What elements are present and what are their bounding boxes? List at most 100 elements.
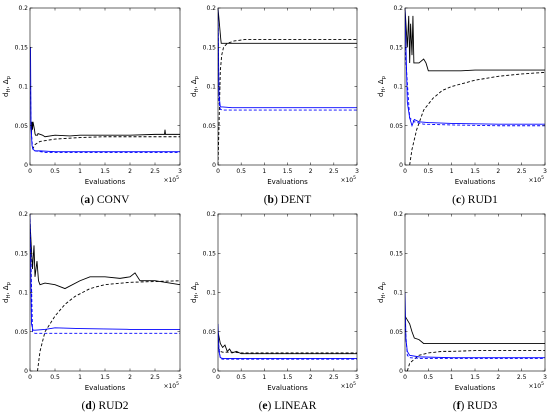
series-blue-solid xyxy=(30,214,180,331)
y-tick-label: 0.2 xyxy=(18,5,28,12)
x-tick-label: 2 xyxy=(496,168,500,175)
x-axis-label: Evaluations xyxy=(455,384,496,392)
series-black-dashed xyxy=(32,136,180,150)
y-tick-label: 0.15 xyxy=(203,44,217,51)
y-tick-label: 0.05 xyxy=(15,123,29,130)
series-black-solid xyxy=(405,315,545,344)
x-tick-label: 0.5 xyxy=(50,374,60,381)
plot-frame xyxy=(29,213,181,372)
series-black-dashed xyxy=(37,280,180,371)
x-tick-label: 1.5 xyxy=(100,168,110,175)
x-tick-label: 2.5 xyxy=(517,374,527,381)
x-tick-label: 1 xyxy=(262,374,266,381)
y-tick-label: 0.1 xyxy=(206,84,216,91)
x-tick-label: 2 xyxy=(128,374,132,381)
y-tick-label: 0 xyxy=(212,162,216,169)
y-tick-label: 0.05 xyxy=(390,123,404,130)
x-tick-label: 0.5 xyxy=(236,374,246,381)
y-tick-label: 0.2 xyxy=(206,5,216,12)
x-tick-label: 0 xyxy=(216,168,220,175)
panel-caption: (e) LINEAR xyxy=(259,400,317,412)
x-axis-label: Evaluations xyxy=(267,178,308,186)
y-axis-label: dH​, Δp​ xyxy=(377,281,387,303)
panel-rud3: 0 0.5 1 1.5 2 2.5 3 0 0.05 0.1 0.15 0.2 ×105​ Evaluat… xyxy=(377,211,547,412)
x-tick-label: 1.5 xyxy=(283,168,293,175)
x-tick-label: 2.5 xyxy=(329,374,339,381)
x-tick-label: 0.5 xyxy=(424,374,434,381)
y-axis-label: dH​, Δp​ xyxy=(190,75,200,97)
panel-caption: (b) DENT xyxy=(264,194,312,206)
y-tick-label: 0 xyxy=(399,368,403,375)
series-black-dashed xyxy=(409,71,545,165)
y-tick-label: 0.1 xyxy=(18,290,28,297)
y-tick-label: 0 xyxy=(24,368,28,375)
x-tick-label: 0 xyxy=(216,374,220,381)
series-blue-solid xyxy=(218,8,357,109)
x-tick-label: 0.5 xyxy=(50,168,60,175)
x-exponent: ×105​ xyxy=(528,381,544,390)
series-blue-solid xyxy=(218,323,357,359)
x-exponent: ×105​ xyxy=(340,175,356,184)
x-tick-label: 2 xyxy=(309,374,313,381)
x-tick-label: 1 xyxy=(78,168,82,175)
y-tick-label: 0.2 xyxy=(18,211,28,218)
x-tick-label: 1 xyxy=(450,168,454,175)
x-tick-label: 0.5 xyxy=(236,168,246,175)
plot-frame xyxy=(404,7,546,166)
x-tick-label: 2 xyxy=(309,168,313,175)
panel-caption: (d) RUD2 xyxy=(82,400,129,412)
x-tick-label: 1.5 xyxy=(283,374,293,381)
x-axis-label: Evaluations xyxy=(85,384,126,392)
x-axis-label: Evaluations xyxy=(267,384,308,392)
y-tick-label: 0.2 xyxy=(393,211,403,218)
panel-rud1: 0 0.5 1 1.5 2 2.5 3 0 0.05 0.1 0.15 0.2 ×105​ Evaluat… xyxy=(377,5,547,206)
x-axis-label: Evaluations xyxy=(455,178,496,186)
plot-frame xyxy=(217,7,358,166)
y-tick-label: 0.2 xyxy=(206,211,216,218)
x-tick-label: 2.5 xyxy=(329,168,339,175)
y-tick-label: 0.15 xyxy=(15,44,29,51)
y-tick-label: 0.05 xyxy=(15,329,29,336)
y-tick-label: 0.2 xyxy=(393,5,403,12)
x-tick-label: 2.5 xyxy=(150,168,160,175)
y-tick-label: 0.1 xyxy=(393,290,403,297)
series-black-dashed xyxy=(218,347,357,354)
x-tick-label: 0 xyxy=(403,168,407,175)
series-blue-solid xyxy=(405,292,545,359)
x-tick-label: 3 xyxy=(178,168,182,175)
x-tick-label: 0 xyxy=(403,374,407,381)
panel-caption: (c) RUD1 xyxy=(452,194,498,206)
series-black-solid xyxy=(30,221,180,290)
x-tick-label: 3 xyxy=(543,374,547,381)
series-blue-dashed xyxy=(218,8,357,111)
series-blue-solid xyxy=(30,47,180,153)
series-black-solid xyxy=(405,8,545,72)
x-tick-label: 1.5 xyxy=(470,168,480,175)
panel-caption: (f) RUD3 xyxy=(453,400,498,412)
series-blue-dashed xyxy=(405,323,545,359)
x-axis-label: Evaluations xyxy=(85,178,126,186)
series-black-dashed xyxy=(406,350,545,371)
x-tick-label: 2.5 xyxy=(517,168,527,175)
x-tick-label: 0 xyxy=(28,374,32,381)
x-tick-label: 0.5 xyxy=(424,168,434,175)
series-blue-dashed xyxy=(30,214,180,334)
y-axis-label: dH​, Δp​ xyxy=(2,281,12,303)
y-axis-label: dH​, Δp​ xyxy=(2,75,12,97)
series-black-solid xyxy=(31,121,180,138)
series-black-solid xyxy=(218,331,357,355)
series-blue-dashed xyxy=(405,47,545,127)
panel-dent: 0 0.5 1 1.5 2 2.5 3 0 0.05 0.1 0.15 0.2 ×105​ Evaluat… xyxy=(190,5,359,206)
plot-frame xyxy=(404,213,546,372)
x-tick-label: 0 xyxy=(28,168,32,175)
x-tick-label: 1.5 xyxy=(100,374,110,381)
y-tick-label: 0.05 xyxy=(203,123,217,130)
x-exponent: ×105​ xyxy=(528,175,544,184)
x-tick-label: 3 xyxy=(355,374,359,381)
series-blue-dashed xyxy=(218,339,357,360)
y-tick-label: 0.05 xyxy=(203,329,217,336)
panel-conv: 0 0.5 1 1.5 2 2.5 3 0 0.05 0.1 0.15 0.2 ×105​ Evaluat… xyxy=(2,5,182,206)
x-tick-label: 3 xyxy=(543,168,547,175)
plot-frame xyxy=(217,213,358,372)
